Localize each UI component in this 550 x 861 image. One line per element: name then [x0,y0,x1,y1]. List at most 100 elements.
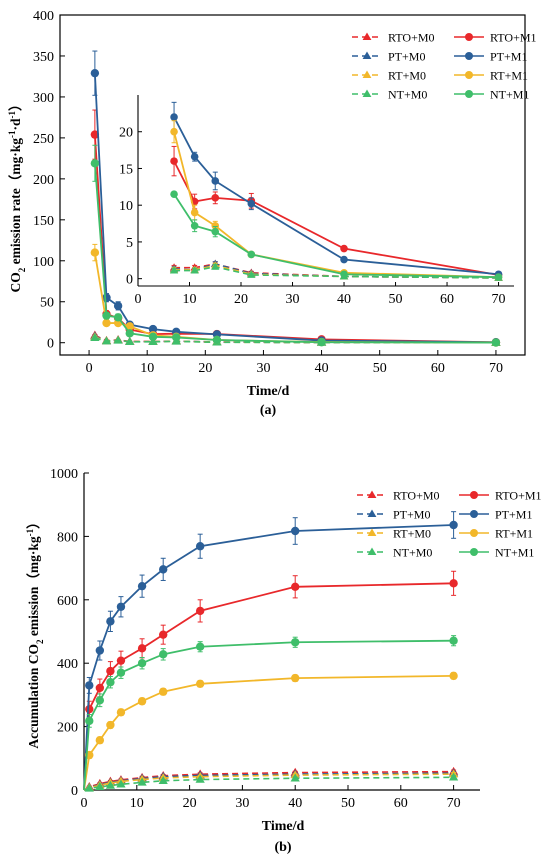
legend-marker [362,51,372,60]
legend-marker [362,89,372,98]
y-tick-label: 400 [33,9,54,24]
data-point [170,113,178,121]
data-point [148,332,158,342]
legend-label: RT+M1 [490,69,528,83]
legend-label: RT+M1 [495,527,533,541]
legend-marker [470,548,478,556]
data-point [195,679,205,689]
y-tick-label: 200 [33,173,54,188]
panel-a-label: (a) [260,403,277,418]
panel-b-legend: RTO+M0 PT+M0 RT+M0 NT+M0 RTO+M1 PT+M1 RT+M1 NT+… [357,489,542,560]
series-NT_M1 [90,144,501,347]
data-point [195,642,205,651]
y-tick-label: 800 [57,530,78,545]
data-point [113,335,123,344]
data-point [90,130,100,139]
panel-b-label: (b) [274,840,291,855]
inset-x-tick-label: 50 [389,292,403,307]
inset-x-tick-label: 0 [135,292,142,307]
legend-label: NT+M0 [393,546,432,560]
legend-marker [470,529,478,537]
data-point [491,338,501,347]
data-point [125,337,135,346]
x-tick-label: 40 [315,361,329,376]
data-point [449,671,458,681]
legend-label: PT+M1 [495,508,532,522]
panel-a-plot-frame [59,14,526,356]
x-tick-label: 70 [447,796,461,811]
data-point [113,313,123,322]
legend-entry-RT_M0: RT+M0 [357,527,431,541]
legend-marker [367,528,377,537]
inset-y-ticks: 0 5 10 15 20 [119,126,142,288]
data-point [211,221,220,230]
inset-x-ticks: 0 10 20 30 40 50 60 70 [135,282,506,307]
panel-a-x-ticks: 0 10 20 30 40 50 60 70 [86,350,503,376]
inset-x-tick-label: 20 [234,292,248,307]
legend-marker [465,90,473,98]
legend-entry-RT_M1: RT+M1 [459,527,533,541]
legend-entry-RTO_M0: RTO+M0 [357,489,440,503]
x-tick-label: 0 [81,796,88,811]
data-point [137,581,147,591]
legend-label: RTO+M0 [393,489,440,503]
y-tick-label: 400 [57,657,78,672]
x-tick-label: 0 [86,361,93,376]
series-line [173,160,499,276]
series-line [174,263,499,279]
data-point [291,526,300,536]
x-tick-label: 10 [140,361,154,376]
data-point [113,301,123,311]
data-point [159,687,168,696]
series-line [174,264,499,279]
inset-y-tick-label: 15 [119,162,133,177]
legend-label: NT+M1 [490,88,529,102]
data-point [101,336,112,345]
data-point [159,630,168,639]
legend-entry-RTO_M0: RTO+M0 [352,31,435,45]
data-point [169,266,179,274]
data-point [449,520,458,530]
data-point [170,127,178,136]
legend-marker [367,547,377,556]
data-point [95,683,105,693]
data-point [95,782,105,791]
legend-label: NT+M0 [388,88,427,102]
inset-series [169,101,503,281]
data-point [158,776,168,784]
data-point [247,270,256,278]
data-point [90,68,100,78]
data-point [340,270,348,279]
data-point [137,697,147,706]
legend-label: PT+M0 [388,50,425,64]
series-RT_M1 [83,671,458,791]
data-point [106,617,115,626]
x-tick-label: 70 [489,361,503,376]
data-point [85,681,94,690]
inset-x-tick-label: 60 [440,292,454,307]
data-point [85,716,94,726]
x-tick-label: 30 [256,361,270,376]
inset-x-tick-label: 40 [337,292,351,307]
data-point [105,780,116,789]
data-point [290,773,300,782]
panel-a-y-ticks: 0 50 100 150 200 250 300 350 400 [33,9,65,352]
data-point [211,194,220,202]
y-tick-label: 600 [57,594,78,609]
data-point [195,606,205,616]
data-point [85,704,94,714]
legend-entry-RT_M0: RT+M0 [352,69,426,83]
legend-marker [367,509,377,518]
data-point [195,542,205,551]
data-point [211,262,220,270]
series-line [83,674,454,791]
panel-b-axes [83,473,480,791]
data-point [247,199,256,208]
legend-label: RT+M0 [393,527,431,541]
legend-label: RT+M0 [388,69,426,83]
inset-y-tick-label: 10 [119,199,133,214]
data-point [106,666,115,676]
series-PT_M1 [83,511,458,791]
